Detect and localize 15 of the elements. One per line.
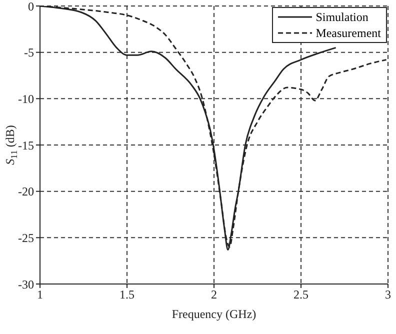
y-tick-label: -5 — [24, 46, 34, 60]
y-tick-label: 0 — [28, 0, 34, 14]
y-tick-label: -20 — [18, 184, 34, 199]
x-tick-label: 2 — [211, 288, 217, 302]
x-tick-label: 1.5 — [120, 288, 134, 302]
y-tick-label: -15 — [18, 138, 34, 152]
y-tick-label: -30 — [18, 277, 34, 292]
x-tick-label: 3 — [385, 288, 391, 302]
legend-label: Simulation — [316, 10, 368, 24]
x-tick-label: 1 — [37, 288, 43, 302]
legend-label: Measurement — [316, 26, 381, 40]
y-tick-label: -10 — [18, 92, 34, 106]
y-tick-label: -25 — [18, 230, 34, 245]
x-axis-title: Frequency (GHz) — [172, 307, 256, 321]
x-tick-label: 2.5 — [294, 288, 308, 302]
